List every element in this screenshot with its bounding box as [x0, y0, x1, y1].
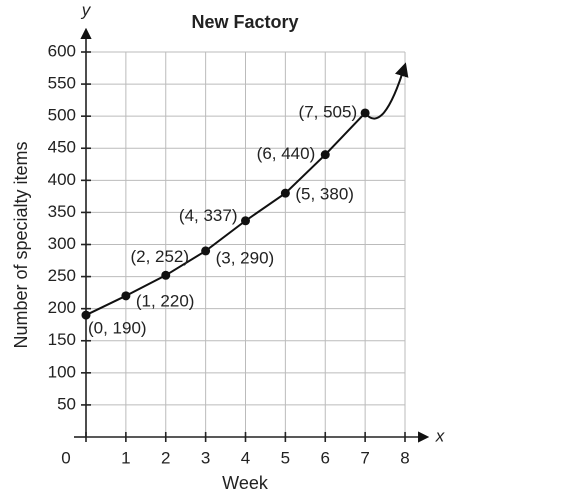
y-tick-label: 500: [48, 106, 76, 125]
data-label: (1, 220): [136, 291, 195, 310]
curve-extension: [364, 62, 409, 120]
data-label: (4, 337): [179, 206, 238, 225]
y-tick-label: 150: [48, 330, 76, 349]
x-axis-name: x: [435, 426, 445, 445]
data-point: [201, 246, 211, 256]
data-label: (7, 505): [299, 102, 358, 121]
x-tick-label: 0: [61, 448, 70, 467]
data-point: [320, 150, 330, 160]
data-label: (0, 190): [88, 319, 147, 338]
y-tick-label: 400: [48, 170, 76, 189]
data-line: [85, 112, 366, 316]
y-axis-label: Number of specialty items: [11, 141, 31, 348]
x-tick-label: 8: [400, 448, 409, 467]
y-tick-label: 600: [48, 41, 76, 60]
data-point: [161, 270, 171, 280]
x-tick-label: 5: [281, 448, 290, 467]
chart-title: New Factory: [191, 12, 298, 32]
x-tick-label: 7: [360, 448, 369, 467]
data-label: (2, 252): [130, 247, 189, 266]
x-tick-label: 6: [321, 448, 330, 467]
y-tick-label: 550: [48, 74, 76, 93]
data-point: [360, 108, 370, 118]
x-tick-label: 4: [241, 448, 250, 467]
x-tick-label: 3: [201, 448, 210, 467]
data-point: [81, 310, 91, 320]
y-tick-label: 200: [48, 298, 76, 317]
y-tick-label: 300: [48, 234, 76, 253]
y-tick-label: 100: [48, 362, 76, 381]
y-tick-label: 250: [48, 266, 76, 285]
y-tick-label: 50: [57, 394, 76, 413]
y-tick-label: 450: [48, 138, 76, 157]
data-point: [121, 291, 131, 301]
data-point: [241, 216, 250, 226]
x-tick-label: 1: [121, 448, 130, 467]
x-axis-label: Week: [222, 473, 269, 493]
data-point: [280, 188, 290, 198]
x-tick-label: 2: [161, 448, 170, 467]
data-label: (6, 440): [257, 144, 316, 163]
data-label: (3, 290): [216, 248, 275, 267]
y-axis-name: y: [81, 0, 92, 19]
y-tick-label: 350: [48, 202, 76, 221]
data-label: (5, 380): [295, 185, 354, 204]
